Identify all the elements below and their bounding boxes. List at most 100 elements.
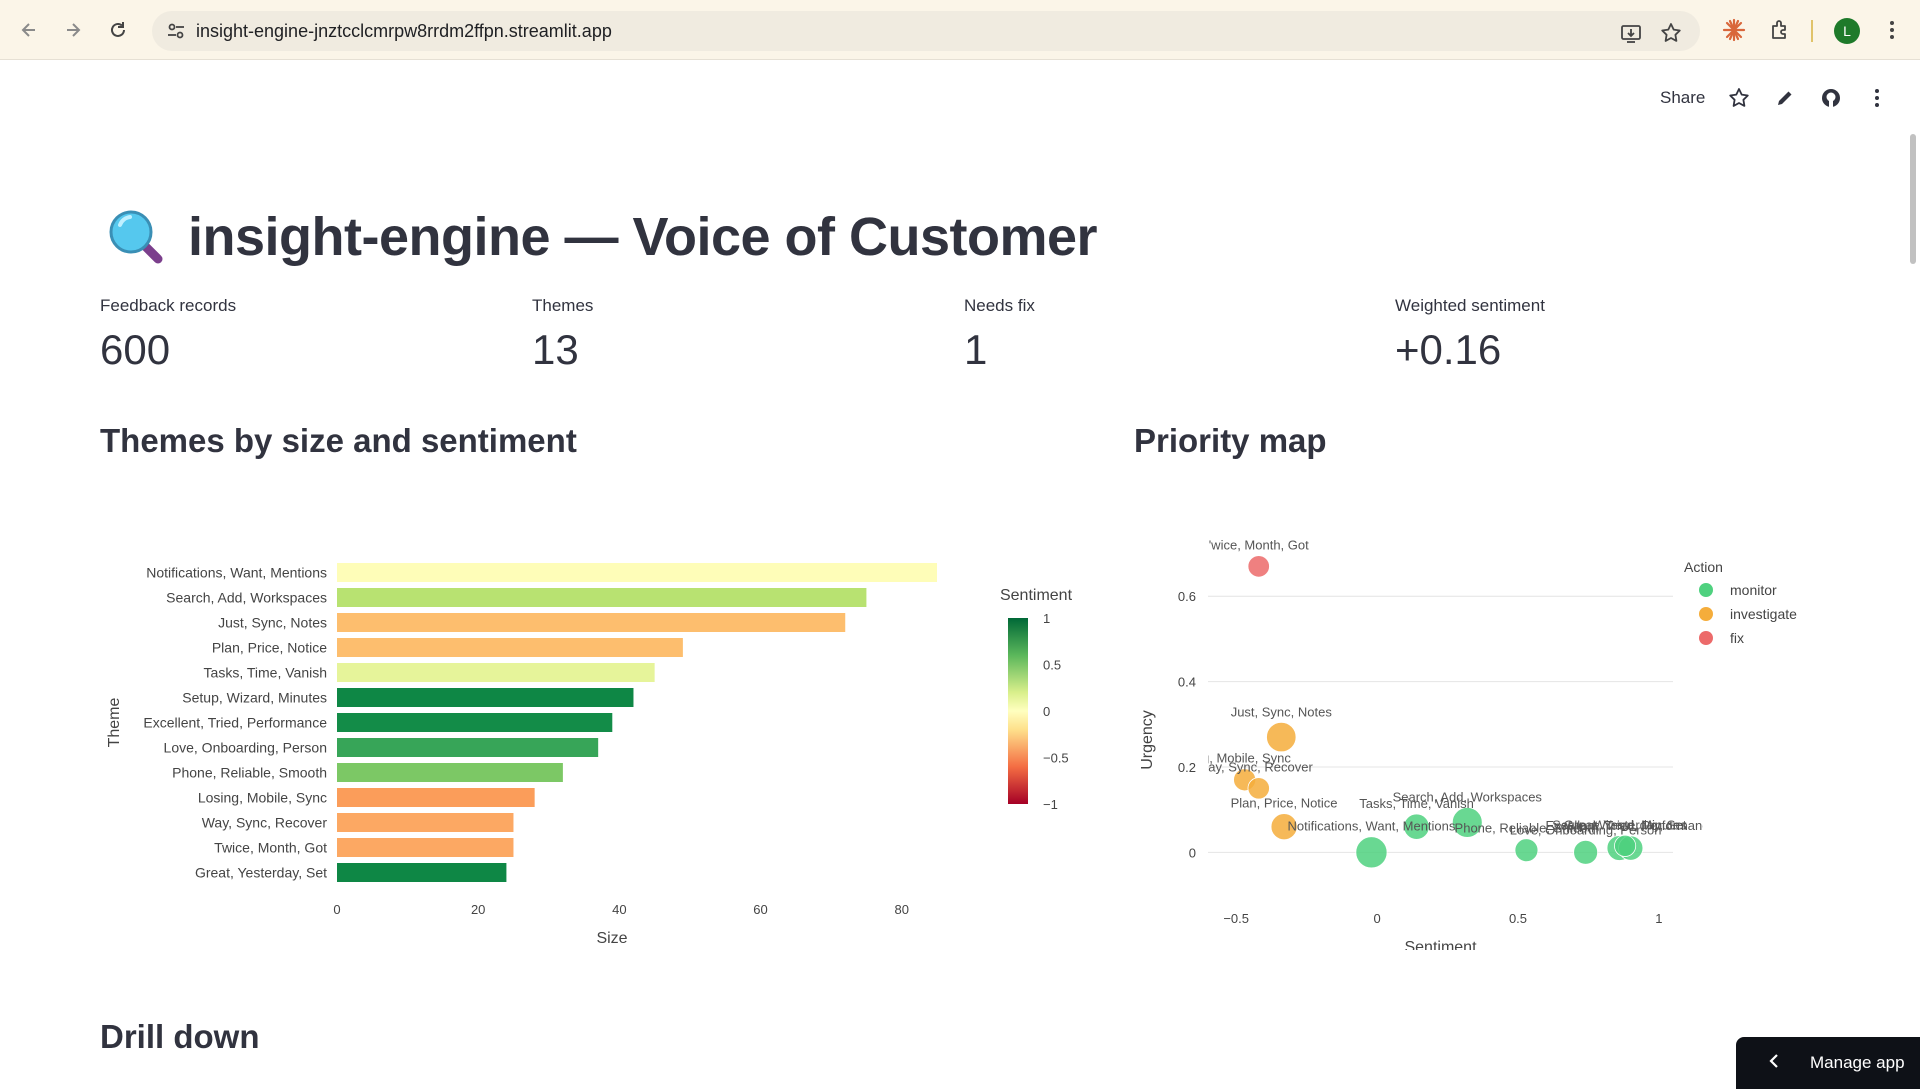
point-label: Setup, Wizard, Minutes <box>1552 818 1687 833</box>
bar-10 <box>337 788 535 807</box>
bar-6 <box>337 688 634 707</box>
themes-bar-chart[interactable]: Notifications, Want, Mentions Search, Add… <box>95 520 1095 950</box>
colorbar <box>1008 618 1028 804</box>
point-label: /ay, Sync, Recover <box>1205 760 1314 775</box>
y-tick-label: 0 <box>1189 845 1196 860</box>
scatter-points: 'wice, Month, Got Just, Sync, Notes ıg, Mo… <box>1205 538 1716 869</box>
x-tick-label: −0.5 <box>1223 911 1249 926</box>
x-tick-label: 60 <box>753 902 767 917</box>
browser-chrome: insight-engine-jnztcclcmrpw8rrdm2ffpn.st… <box>0 0 1920 60</box>
legend-label: fix <box>1730 630 1744 646</box>
bar-4 <box>337 638 683 657</box>
point-label: Plan, Price, Notice <box>1231 796 1338 811</box>
magnifying-glass-icon <box>106 207 166 267</box>
colorbar-title: Sentiment <box>1000 587 1073 604</box>
chrome-menu-icon[interactable] <box>1877 15 1907 45</box>
point-5 <box>1270 813 1298 841</box>
forward-arrow-icon[interactable] <box>58 15 88 45</box>
page-scrollbar-track[interactable] <box>1906 60 1920 1089</box>
bar-8 <box>337 738 599 757</box>
page-scrollbar-thumb[interactable] <box>1910 134 1916 264</box>
back-arrow-icon[interactable] <box>14 15 44 45</box>
point-4 <box>1247 777 1270 800</box>
legend-title: Action <box>1684 559 1723 575</box>
metric-label: Weighted sentiment <box>1395 296 1545 315</box>
x-tick-label: 80 <box>894 902 908 917</box>
claude-extension-icon[interactable] <box>1719 15 1749 45</box>
y-axis-label: Urgency <box>1139 710 1156 770</box>
bar-2 <box>337 588 867 607</box>
legend-marker <box>1699 631 1713 645</box>
metric-weighted-sentiment: Weighted sentiment +0.16 <box>1395 296 1545 374</box>
point-label: Excellent, Tried, Performance <box>1545 818 1716 833</box>
install-app-icon[interactable] <box>1618 20 1644 46</box>
bar-1 <box>337 563 937 582</box>
page-title: insight-engine — Voice of Customer <box>188 207 1098 267</box>
legend-label: investigate <box>1730 606 1797 622</box>
x-axis-label: Size <box>596 930 627 947</box>
bar-9 <box>337 763 563 782</box>
metric-value: 1 <box>964 326 988 373</box>
legend-label: monitor <box>1730 582 1777 598</box>
point-label: Love, Onboarding, Person <box>1510 822 1662 837</box>
reload-icon[interactable] <box>103 15 133 45</box>
colorbar-tick-label: −1 <box>1043 797 1058 812</box>
y-tick-label: Way, Sync, Recover <box>202 815 328 831</box>
point-9 <box>1514 838 1539 863</box>
bar-3 <box>337 613 846 632</box>
y-tick-label: Excellent, Tried, Performance <box>143 715 327 731</box>
priority-section-title: Priority map <box>1134 422 1327 459</box>
more-vertical-icon[interactable] <box>1865 86 1889 110</box>
metric-value: 13 <box>532 326 579 373</box>
metric-label: Themes <box>532 296 594 315</box>
y-tick-label: Great, Yesterday, Set <box>195 865 327 881</box>
x-tick-label: 1 <box>1655 911 1662 926</box>
share-button[interactable]: Share <box>1660 88 1706 107</box>
site-settings-icon[interactable] <box>166 21 186 41</box>
y-axis-label: Theme <box>106 698 123 748</box>
priority-scatter-chart[interactable]: 0 0.2 0.4 0.6 −0.5 0 0.5 1 Sentiment Urgency 'wice… <box>1130 520 1830 950</box>
profile-avatar[interactable]: L <box>1834 18 1860 44</box>
x-tick-label: 0 <box>1373 911 1380 926</box>
point-10 <box>1573 839 1599 865</box>
edit-pencil-icon[interactable] <box>1773 86 1797 110</box>
address-bar[interactable]: insight-engine-jnztcclcmrpw8rrdm2ffpn.st… <box>152 11 1700 51</box>
y-tick-label: 0.4 <box>1178 675 1196 690</box>
url-text: insight-engine-jnztcclcmrpw8rrdm2ffpn.st… <box>196 21 612 41</box>
metric-label: Feedback records <box>100 296 237 315</box>
github-icon[interactable] <box>1819 86 1843 110</box>
y-tick-label: Setup, Wizard, Minutes <box>182 690 327 706</box>
extensions-puzzle-icon[interactable] <box>1765 15 1795 45</box>
y-tick-label: Losing, Mobile, Sync <box>198 790 327 806</box>
metric-needs-fix: Needs fix 1 <box>964 296 1035 374</box>
point-7 <box>1403 813 1430 840</box>
colorbar-tick-label: 0 <box>1043 704 1050 719</box>
y-tick-label: Phone, Reliable, Smooth <box>172 765 327 781</box>
y-tick-label: Love, Onboarding, Person <box>164 740 327 756</box>
y-tick-label: Notifications, Want, Mentions <box>146 565 327 581</box>
x-tick-label: 0 <box>333 902 340 917</box>
metric-value: 600 <box>100 326 171 373</box>
metric-themes: Themes 13 <box>532 296 593 374</box>
point-8 <box>1451 807 1483 838</box>
star-icon[interactable] <box>1727 86 1751 110</box>
point-label: Search, Add, Workspaces <box>1393 789 1543 804</box>
y-tick-label: 0.6 <box>1178 589 1196 604</box>
colorbar-tick-label: −0.5 <box>1043 751 1069 766</box>
manage-app-label: Manage app <box>1810 1053 1905 1072</box>
point-label: Phone, Reliable, Smooth <box>1455 821 1599 836</box>
colorbar-tick-label: 1 <box>1043 611 1050 626</box>
themes-section-title: Themes by size and sentiment <box>100 422 577 459</box>
point-label: Great, Yesterday, Set <box>1564 817 1687 832</box>
legend-marker <box>1699 583 1713 597</box>
point-label: 'wice, Month, Got <box>1209 538 1309 553</box>
toolbar-separator <box>1811 20 1813 42</box>
bar-7 <box>337 713 613 732</box>
bookmark-star-icon[interactable] <box>1658 20 1684 46</box>
y-tick-label: Twice, Month, Got <box>214 840 327 856</box>
y-tick-label: 0.2 <box>1178 760 1196 775</box>
legend-marker <box>1699 607 1713 621</box>
manage-app-button[interactable]: Manage app <box>1736 1037 1920 1089</box>
metric-value: +0.16 <box>1395 326 1502 373</box>
point-2 <box>1266 721 1297 753</box>
